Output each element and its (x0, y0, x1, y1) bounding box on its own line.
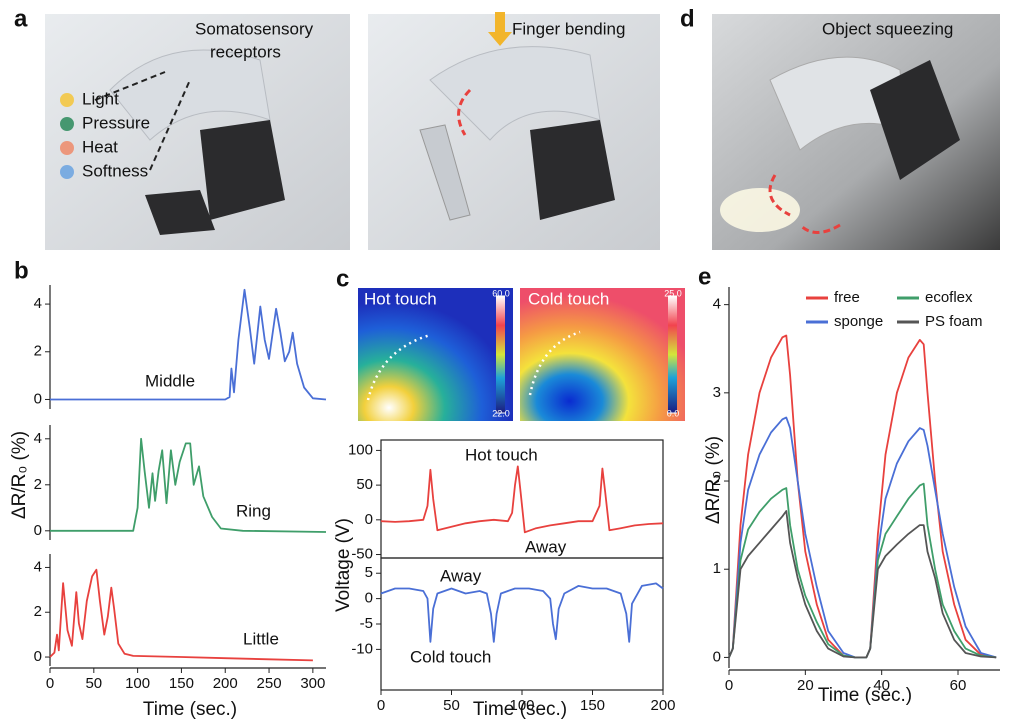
x-tick-label: 150 (580, 697, 605, 714)
y-tick-label: 0 (713, 648, 721, 665)
y-tick-label: 2 (34, 343, 42, 360)
x-tick-label: 50 (443, 697, 460, 714)
y-tick-label: 0 (34, 522, 42, 539)
series-line (380, 582, 664, 643)
y-tick-label: 0 (34, 648, 42, 665)
series-line (728, 510, 997, 659)
receptor-label: Softness (82, 161, 148, 180)
annotation: Cold touch (410, 647, 491, 666)
x-tick-label: 0 (725, 677, 733, 694)
panel-label: d (680, 5, 695, 32)
receptor-dot (60, 141, 74, 155)
x-axis-label: Time (sec.) (473, 699, 567, 720)
legend-label: ecoflex (925, 289, 973, 306)
thermal-label: Hot touch (364, 289, 437, 308)
y-tick-label: -5 (360, 615, 373, 632)
x-tick-label: 200 (650, 697, 675, 714)
y-tick-label: -10 (351, 640, 373, 657)
y-tick-label: 0 (365, 590, 373, 607)
thermal-label: Cold touch (528, 289, 609, 308)
x-tick-label: 20 (797, 677, 814, 694)
annotation: Away (525, 537, 567, 556)
receptor-label: Heat (82, 137, 118, 156)
y-tick-label: 4 (713, 296, 721, 313)
annotation: Away (440, 566, 482, 585)
series-line (49, 568, 313, 662)
thermal-hot (358, 288, 513, 421)
series-line (728, 334, 997, 659)
panel-label: e (698, 263, 711, 290)
y-tick-label: -50 (351, 545, 373, 562)
colorbar-label: 22.0 (492, 408, 510, 418)
x-tick-label: 150 (169, 675, 194, 692)
legend-label: sponge (834, 313, 883, 330)
y-axis-label: ΔR/R₀ (%) (9, 431, 30, 519)
photo-a2 (368, 12, 660, 250)
x-axis-label: Time (sec.) (818, 685, 912, 706)
x-tick-label: 0 (377, 697, 385, 714)
y-axis-label: ΔR/R₀ (%) (703, 436, 724, 524)
receptor-label: Pressure (82, 113, 150, 132)
photo-a1 (45, 14, 350, 250)
y-tick-label: 100 (348, 441, 373, 458)
y-tick-label: 1 (713, 560, 721, 577)
photo-text: Object squeezing (822, 19, 953, 38)
photo-text: Somatosensory (195, 19, 314, 38)
annotation: Hot touch (465, 445, 538, 464)
panel-label: c (336, 265, 349, 292)
receptor-dot (60, 117, 74, 131)
y-tick-label: 0 (365, 511, 373, 528)
y-tick-label: 2 (34, 476, 42, 493)
photo-d (712, 14, 1000, 250)
panel-label: b (14, 257, 29, 284)
series-line (50, 288, 327, 401)
series-line (50, 437, 327, 533)
photo-text: receptors (210, 42, 281, 61)
x-tick-label: 100 (509, 697, 534, 714)
x-tick-label: 60 (950, 677, 967, 694)
annotation: Middle (145, 371, 195, 390)
y-tick-label: 2 (713, 472, 721, 489)
annotation: Ring (236, 501, 271, 520)
legend-label: free (834, 289, 860, 306)
y-tick-label: 4 (34, 430, 42, 447)
colorbar-label: 0.0 (667, 408, 680, 418)
annotation: Little (243, 629, 279, 648)
y-axis-label: Voltage (V) (333, 518, 354, 612)
plot-frame (380, 557, 664, 691)
x-tick-label: 300 (300, 675, 325, 692)
legend-label: PS foam (925, 313, 983, 330)
y-tick-label: 5 (365, 564, 373, 581)
x-tick-label: 100 (125, 675, 150, 692)
colorbar-label: 25.0 (664, 288, 682, 298)
series-line (728, 482, 997, 659)
series-line (728, 416, 997, 659)
y-tick-label: 3 (713, 384, 721, 401)
colorbar-label: 60.0 (492, 288, 510, 298)
panel-label: a (14, 5, 28, 32)
y-tick-label: 4 (34, 295, 42, 312)
x-tick-label: 200 (213, 675, 238, 692)
y-tick-label: 2 (34, 603, 42, 620)
y-tick-label: 0 (34, 390, 42, 407)
receptor-dot (60, 165, 74, 179)
x-tick-label: 0 (46, 675, 54, 692)
y-tick-label: 4 (34, 558, 42, 575)
series-line (380, 465, 664, 534)
x-axis-label: Time (sec.) (143, 699, 237, 720)
receptor-label: Light (82, 89, 119, 108)
y-tick-label: 50 (356, 476, 373, 493)
photo-text: Finger bending (512, 19, 625, 38)
x-tick-label: 250 (257, 675, 282, 692)
x-tick-label: 50 (85, 675, 102, 692)
thermal-cold (520, 288, 685, 421)
receptor-dot (60, 93, 74, 107)
x-tick-label: 40 (873, 677, 890, 694)
